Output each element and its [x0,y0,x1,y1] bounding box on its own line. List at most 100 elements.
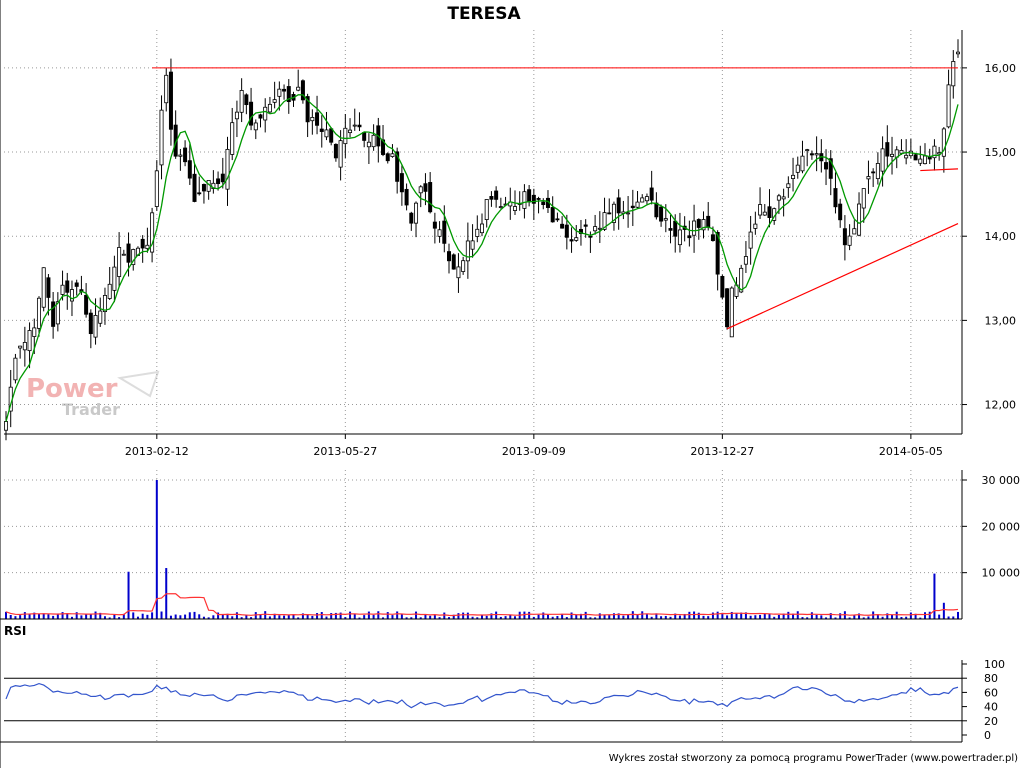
y-tick-label: 15,00 [985,146,1017,159]
candle-body [55,301,60,325]
volume-bar [52,615,55,619]
volume-bar [721,612,724,619]
candle-body [319,128,324,132]
volume-bar [858,613,861,619]
candle-body [607,212,612,215]
candle-body [385,153,390,162]
volume-bar [226,613,229,619]
volume-bar [476,617,479,619]
candle-body [758,204,763,216]
volume-bar [782,613,785,619]
volume-bar [179,615,182,619]
volume-tick-label: 30 000 [982,474,1021,487]
volume-bar [909,612,912,619]
volume-bar [504,616,507,619]
volume-bar [603,614,606,619]
volume-bar [108,617,111,619]
rsi-tick-label: 40 [984,701,998,714]
volume-average-line [5,593,959,617]
rsi-line [5,682,959,709]
candle-body [131,249,136,266]
y-tick-label: 16,00 [985,62,1017,75]
volume-bar [306,614,309,619]
volume-bar [344,617,347,619]
volume-bar [815,614,818,619]
volume-tick-label: 20 000 [982,520,1021,533]
volume-bar [283,615,286,619]
volume-bar [61,612,64,619]
volume-bar [56,613,59,619]
candle-body [880,148,885,172]
candle-body [4,421,9,431]
candle-body [588,235,593,238]
candle-body [715,232,720,275]
candle-body [659,206,664,222]
volume-bar [716,611,719,619]
candle-body [456,266,461,279]
candle-body [187,160,192,179]
candle-body [74,282,79,287]
main-panel: 12,00 13,00 14,00 15,00 16,00 2013-02-12 2013… [4,30,1016,742]
candle-body [418,186,423,194]
volume-bar [325,616,328,619]
volume-bar [330,613,333,619]
volume-bar [75,612,78,619]
volume-bar [415,611,418,619]
candle-body [282,88,287,92]
candle-body [866,176,871,180]
candle-body [32,327,37,337]
volume-bar [297,617,300,619]
volume-bar [957,611,959,619]
watermark-logo: Power Trader [26,370,160,419]
candle-body [941,128,946,157]
candle-body [338,140,343,168]
candle-body [121,253,126,256]
volume-bar [537,614,540,619]
volume-bar [353,613,356,619]
candle-body [465,240,470,262]
volume-bar [89,613,92,619]
candle-body [649,187,654,201]
volume-bar [174,614,177,619]
volume-bar [905,616,908,619]
candle-body [423,183,428,192]
volume-bar [382,617,385,619]
volume-bar [33,612,36,619]
volume-bar [358,617,361,619]
candle-body [88,312,93,335]
volume-bar [622,615,625,619]
volume-bar [509,615,512,619]
candle-body [696,219,701,228]
volume-bar [424,614,427,619]
candle-body [126,243,131,263]
candle-body [192,173,197,202]
y-tick-label: 12,00 [985,399,1017,412]
candle-body [451,254,456,270]
candle-body [197,192,202,195]
volume-bar [448,617,451,619]
candle-body [564,224,569,238]
volume-bar [278,615,281,619]
volume-bar [598,613,601,619]
candle-body [687,235,692,239]
candle-body [814,153,819,156]
volume-bar [118,617,121,619]
volume-bar [650,616,653,619]
volume-bar [645,614,648,619]
volume-bar [660,616,663,619]
volume-bar [570,612,573,619]
footer-credit: Wykres został stworzony za pomocą progra… [609,753,1018,764]
candle-body [333,143,338,159]
volume-bar [740,612,743,619]
candle-body [800,155,805,172]
volume-bar [169,615,172,619]
volume-bar [532,616,535,619]
volume-bar [867,616,870,619]
moving-average-line [5,94,959,422]
volume-bar [14,616,17,619]
volume-bar [212,615,215,619]
candle-body [484,199,489,220]
volume-bar [707,616,710,619]
volume-bar [217,612,220,619]
volume-bar [377,611,380,619]
